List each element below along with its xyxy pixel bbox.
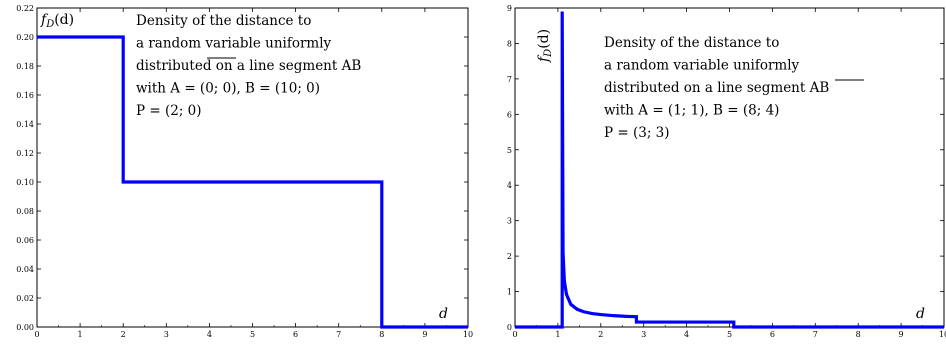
y-tick-label: 5 — [507, 146, 512, 155]
y-tick-label: 0.02 — [16, 294, 34, 303]
annotation-line: Density of the distance to — [136, 13, 311, 29]
annotation-line: distributed on a line segment AB — [604, 80, 829, 96]
x-tick-label: 7 — [336, 330, 341, 339]
y-tick-label: 0.10 — [16, 178, 34, 187]
y-tick-label: 9 — [507, 4, 512, 13]
annotation-line: with A = (0; 0), B = (10; 0) — [136, 81, 320, 97]
x-axis-label: d — [439, 306, 448, 322]
x-tick-label: 1 — [555, 330, 560, 339]
y-axis-label: fD(d) — [40, 12, 74, 30]
annotation-line: with A = (1; 1), B = (8; 4) — [604, 103, 779, 119]
y-tick-label: 0.18 — [16, 62, 34, 71]
y-tick-label: 7 — [507, 75, 512, 84]
y-tick-label: 0.04 — [16, 265, 34, 274]
y-tick-label: 2 — [507, 252, 512, 261]
y-axis-label: fD(d) — [536, 29, 554, 63]
y-tick-label: 0.00 — [16, 323, 34, 332]
y-tick-label: 0.12 — [16, 149, 34, 158]
plot-frame — [36, 7, 469, 328]
annotation-line: a random variable uniformly — [604, 58, 800, 74]
annotation-line: a random variable uniformly — [136, 36, 332, 52]
y-tick-label: 3 — [507, 217, 512, 226]
y-tick-label: 0.06 — [16, 236, 34, 245]
y-tick-label: 0.14 — [16, 120, 34, 129]
x-tick-label: 8 — [856, 330, 861, 339]
chart-left: 0 1 2 3 4 5 6 7 8 9 10 0.00 0.02 0.04 0.06 0.08 0.10 0.12… — [16, 4, 473, 339]
x-tick-label: 1 — [78, 330, 83, 339]
x-tick-label: 4 — [684, 330, 689, 339]
y-tick-label: 8 — [507, 39, 512, 48]
y-tick-label: 0.16 — [16, 91, 34, 100]
annotation-line: distributed on a line segment AB — [136, 58, 361, 74]
x-tick-label: 10 — [463, 330, 473, 339]
x-tick-label: 9 — [422, 330, 427, 339]
x-tick-label: 6 — [770, 330, 775, 339]
x-tick-label: 5 — [250, 330, 255, 339]
x-tick-label: 6 — [293, 330, 298, 339]
x-tick-label: 2 — [598, 330, 603, 339]
y-tick-label: 4 — [507, 181, 512, 190]
x-tick-label: 10 — [939, 330, 946, 339]
density-line — [37, 35, 468, 329]
x-tick-label: 5 — [727, 330, 732, 339]
x-tick-label: 4 — [207, 330, 212, 339]
annotation-line: Density of the distance to — [604, 35, 779, 51]
y-tick-label: 1 — [507, 288, 512, 297]
annotation-line: P = (3; 3) — [604, 125, 670, 141]
chart-right: 0 1 2 3 4 5 6 7 8 9 10 0 1 2 3 4 5 6 7 8 9 Density of the dis… — [507, 4, 946, 339]
annotation-line: P = (2; 0) — [136, 103, 202, 119]
density-line — [515, 11, 944, 329]
x-tick-label: 9 — [899, 330, 904, 339]
plot-frame — [514, 7, 945, 328]
x-axis-label: d — [916, 306, 925, 322]
x-tick-label: 8 — [379, 330, 384, 339]
x-tick-label: 7 — [813, 330, 818, 339]
x-tick-label: 3 — [164, 330, 169, 339]
y-tick-label: 0.22 — [16, 4, 34, 13]
x-tick-label: 3 — [641, 330, 646, 339]
y-tick-label: 6 — [507, 110, 512, 119]
x-tick-label: 0 — [512, 330, 517, 339]
y-tick-label: 0.20 — [16, 33, 34, 42]
x-tick-label: 0 — [34, 330, 39, 339]
y-tick-label: 0 — [507, 323, 512, 332]
x-tick-label: 2 — [121, 330, 126, 339]
y-tick-label: 0.08 — [16, 207, 34, 216]
